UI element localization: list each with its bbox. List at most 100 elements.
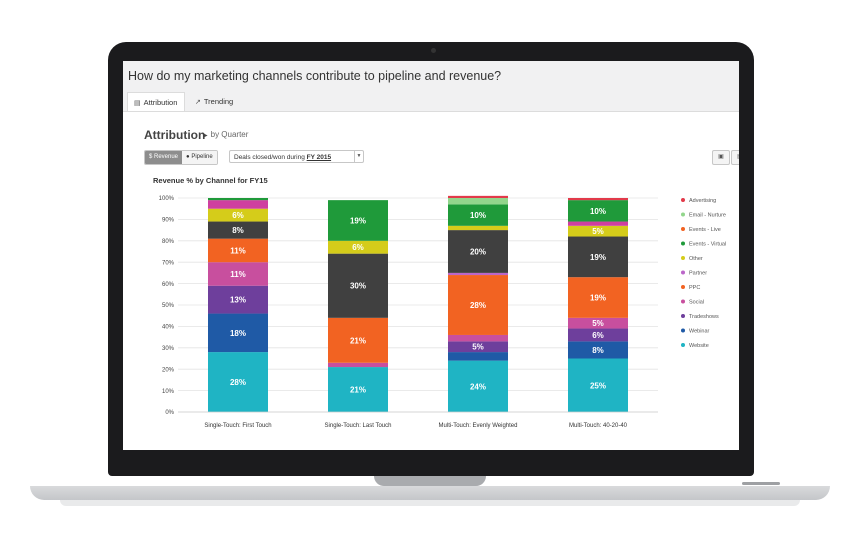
y-tick-label: 0% [165,410,174,416]
chevron-down-icon: ▼ [354,151,363,162]
legend-swatch [681,299,685,304]
data-label: 8% [232,226,244,235]
bar-segment [568,358,628,412]
legend-label: Partner [689,271,707,277]
tab-attribution[interactable]: ▤ Attribution [127,92,185,111]
legend-swatch [681,198,685,202]
bar-segment [448,230,508,273]
camera-icon [431,48,436,53]
legend-swatch [681,328,685,333]
x-tick-label: Multi-Touch: Evenly Weighted [439,423,518,429]
legend-label: Other [689,256,703,262]
bar-segment [448,341,508,353]
stacked-bar-chart: Revenue % by Channel for FY15 0% 10% 20% 30%… [153,176,726,429]
data-label: 10% [470,211,486,220]
legend-swatch [681,314,685,318]
data-label: 28% [230,378,246,387]
bar-segment [328,367,388,412]
bar-segment [568,236,628,278]
laptop-base [30,486,830,500]
laptop-base-shadow [60,500,800,506]
bar-segment [208,221,268,239]
people-icon: ● [186,154,190,160]
bar-segment [208,262,268,286]
image-icon: ▣ [718,154,724,160]
data-label: 5% [592,227,604,236]
pipeline-toggle-label: Pipeline [191,154,213,160]
legend-label: Website [689,343,709,349]
image-export-button[interactable]: ▣ [712,150,730,165]
tab-bar: ▤ Attribution ↗ Trending [123,91,739,112]
tab-attribution-label: Attribution [143,98,178,107]
bar-segment [448,225,508,231]
trend-icon: ↗ [195,99,201,106]
bar-segment [208,313,268,353]
revenue-toggle-button[interactable]: $ Revenue [145,151,183,164]
data-label: 5% [592,319,604,328]
section-subtitle-label: by Quarter [210,130,249,139]
y-tick-label: 100% [159,196,175,202]
tab-trending[interactable]: ↗ Trending [189,92,239,111]
data-label: 6% [592,331,604,340]
legend-swatch [681,227,685,231]
bar-segment [448,275,508,335]
period-dropdown[interactable]: Deals closed/won during FY 2015 ▼ [229,150,364,163]
y-tick-label: 30% [162,346,175,352]
legend-swatch [681,285,685,289]
bar-segment [568,198,628,201]
legend-swatch [681,343,685,347]
data-label: 28% [470,301,486,310]
table-export-button[interactable]: ▤ [731,150,739,165]
legend-label: Webinar [689,329,710,335]
data-label: 19% [350,216,366,225]
bar-segment [568,277,628,318]
legend-swatch [681,241,685,246]
data-label: 19% [590,253,606,262]
bar-segment [448,195,508,198]
page-title: How do my marketing channels contribute … [128,69,502,83]
legend-label: Email - Nurture [689,213,726,219]
bar-segment [568,221,628,226]
bar-segment [208,352,268,412]
bar-segment [448,360,508,412]
bar-segment [328,240,388,254]
table-icon: ▤ [737,154,739,160]
dropdown-prefix: Deals closed/won during [234,154,307,161]
bar-segment [208,285,268,314]
legend-label: Advertising [689,198,716,204]
y-tick-label: 70% [162,260,175,266]
chart-title: Revenue % by Channel for FY15 [153,176,268,185]
bar-segment [568,317,628,329]
pipeline-toggle-button[interactable]: ● Pipeline [182,151,217,164]
bar-segment [568,225,628,237]
section-subtitle: ▶ by Quarter [203,130,248,139]
y-tick-label: 80% [162,239,175,245]
bar-segment [208,198,268,201]
data-label: 11% [230,270,246,279]
x-tick-label: Multi-Touch: 40-20-40 [569,423,628,429]
bar-segment [448,198,508,205]
data-label: 5% [472,343,484,352]
chart-icon: ▤ [134,100,141,107]
y-tick-label: 60% [162,282,175,288]
legend-label: Events - Live [689,227,721,233]
data-label: 21% [350,386,366,395]
data-label: 19% [590,294,606,303]
bar-segment [568,341,628,359]
laptop-notch [374,476,486,486]
bar-segment [328,253,388,318]
bar-segment [448,204,508,226]
bar-segment [448,272,508,276]
bar-segment [568,328,628,342]
data-label: 21% [350,336,366,345]
data-label: 18% [230,329,246,338]
y-tick-label: 20% [162,367,175,373]
data-label: 6% [232,211,244,220]
data-label: 30% [350,282,366,291]
metric-toggle: $ Revenue ● Pipeline [144,150,218,165]
section-title: Attribution [144,128,206,142]
data-label: 24% [470,382,486,391]
legend-swatch [681,212,685,217]
bar-segment [448,334,508,342]
legend-swatch [681,270,685,275]
